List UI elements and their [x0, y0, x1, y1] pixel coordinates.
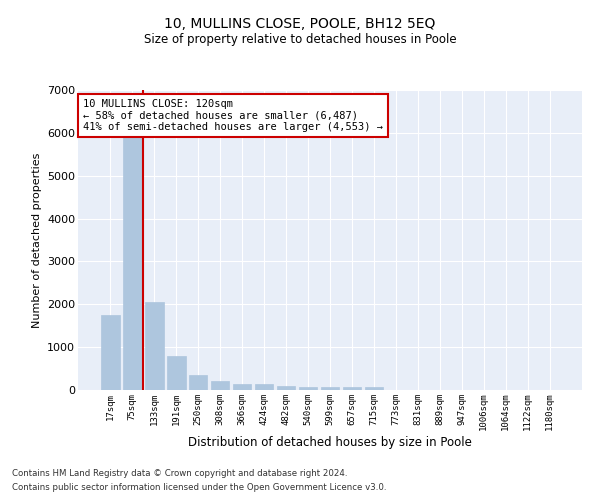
Bar — [167, 356, 185, 390]
Bar — [255, 384, 274, 390]
Text: 10 MULLINS CLOSE: 120sqm
← 58% of detached houses are smaller (6,487)
41% of sem: 10 MULLINS CLOSE: 120sqm ← 58% of detach… — [83, 99, 383, 132]
Bar — [320, 388, 340, 390]
Bar — [123, 137, 142, 390]
Bar — [277, 386, 295, 390]
Text: 10, MULLINS CLOSE, POOLE, BH12 5EQ: 10, MULLINS CLOSE, POOLE, BH12 5EQ — [164, 18, 436, 32]
Bar — [211, 380, 229, 390]
Bar — [145, 302, 164, 390]
Text: Contains public sector information licensed under the Open Government Licence v3: Contains public sector information licen… — [12, 484, 386, 492]
Bar — [299, 387, 317, 390]
X-axis label: Distribution of detached houses by size in Poole: Distribution of detached houses by size … — [188, 436, 472, 449]
Bar — [189, 375, 208, 390]
Bar — [233, 384, 251, 390]
Y-axis label: Number of detached properties: Number of detached properties — [32, 152, 41, 328]
Text: Size of property relative to detached houses in Poole: Size of property relative to detached ho… — [143, 32, 457, 46]
Bar — [365, 388, 383, 390]
Text: Contains HM Land Registry data © Crown copyright and database right 2024.: Contains HM Land Registry data © Crown c… — [12, 468, 347, 477]
Bar — [343, 388, 361, 390]
Bar — [101, 315, 119, 390]
